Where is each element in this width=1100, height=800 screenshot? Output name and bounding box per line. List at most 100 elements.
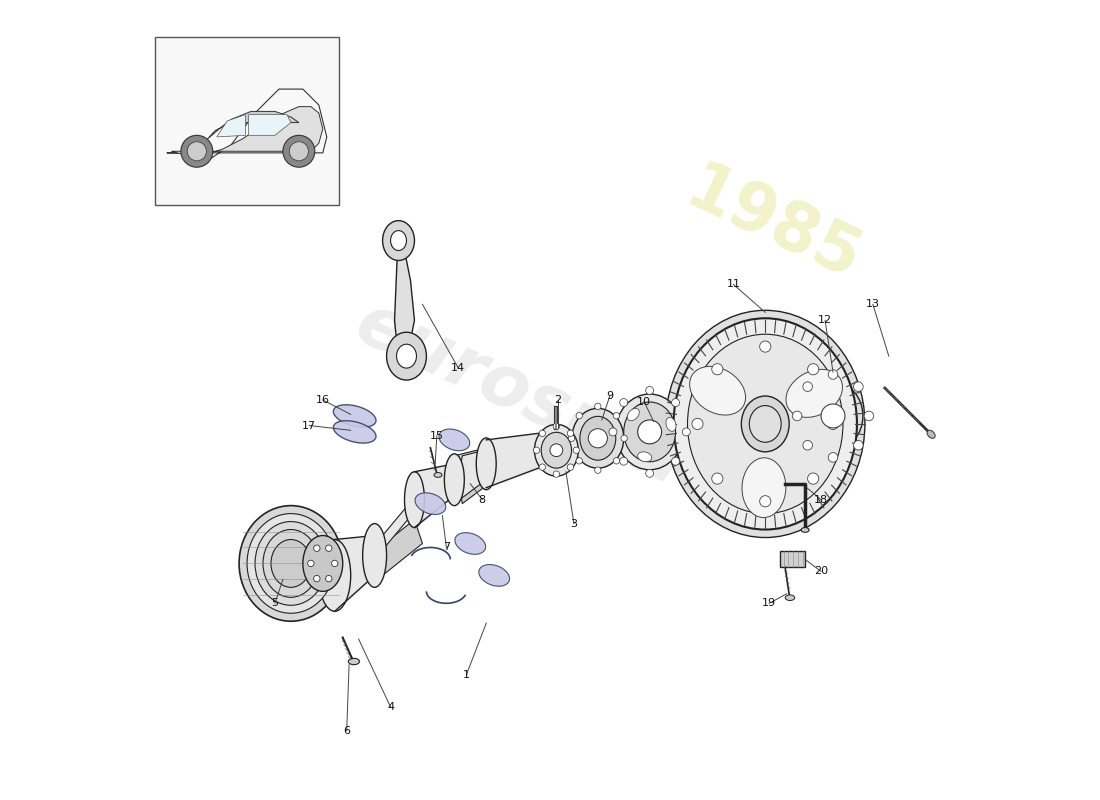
Circle shape — [854, 382, 864, 391]
Circle shape — [539, 464, 546, 470]
Circle shape — [326, 575, 332, 582]
Circle shape — [576, 458, 582, 464]
FancyBboxPatch shape — [155, 38, 339, 205]
Circle shape — [550, 444, 563, 457]
Ellipse shape — [415, 493, 446, 514]
Circle shape — [803, 441, 813, 450]
Ellipse shape — [541, 432, 572, 468]
Text: 11: 11 — [726, 279, 740, 290]
Ellipse shape — [405, 472, 425, 527]
Ellipse shape — [786, 370, 843, 418]
Circle shape — [595, 403, 601, 410]
Text: 10: 10 — [637, 397, 651, 406]
Polygon shape — [249, 114, 290, 135]
Ellipse shape — [666, 310, 865, 538]
Circle shape — [326, 545, 332, 551]
Circle shape — [807, 473, 818, 484]
Circle shape — [308, 560, 314, 566]
Circle shape — [638, 420, 661, 444]
Circle shape — [828, 370, 838, 379]
Ellipse shape — [248, 514, 334, 614]
Ellipse shape — [302, 535, 343, 591]
Circle shape — [760, 341, 771, 352]
Ellipse shape — [386, 332, 427, 380]
Circle shape — [792, 411, 802, 421]
Text: 16: 16 — [316, 395, 330, 405]
Text: 1985: 1985 — [675, 155, 871, 294]
Circle shape — [854, 441, 864, 450]
Circle shape — [613, 458, 619, 464]
Circle shape — [619, 398, 628, 406]
Circle shape — [682, 428, 691, 436]
Text: 6: 6 — [343, 726, 350, 736]
Polygon shape — [172, 106, 322, 154]
Circle shape — [803, 382, 813, 391]
Circle shape — [314, 575, 320, 582]
Circle shape — [283, 135, 315, 167]
Circle shape — [646, 386, 653, 394]
Polygon shape — [454, 448, 494, 504]
Ellipse shape — [624, 402, 675, 462]
Polygon shape — [207, 111, 299, 139]
Circle shape — [573, 447, 580, 454]
Ellipse shape — [319, 539, 351, 611]
Text: 4: 4 — [387, 702, 394, 712]
Circle shape — [595, 467, 601, 474]
Ellipse shape — [785, 595, 794, 601]
Ellipse shape — [349, 658, 360, 665]
Circle shape — [865, 411, 873, 421]
Text: 5: 5 — [272, 598, 278, 608]
Ellipse shape — [627, 408, 639, 421]
Circle shape — [827, 418, 838, 430]
Circle shape — [553, 423, 560, 430]
Ellipse shape — [333, 405, 376, 427]
Ellipse shape — [263, 530, 319, 598]
Ellipse shape — [688, 334, 843, 514]
Circle shape — [576, 413, 582, 419]
Text: 19: 19 — [762, 598, 777, 608]
Polygon shape — [217, 114, 245, 137]
Ellipse shape — [255, 522, 327, 606]
Ellipse shape — [271, 539, 311, 587]
Ellipse shape — [616, 394, 683, 470]
Text: eurospares: eurospares — [344, 288, 788, 544]
Ellipse shape — [363, 523, 386, 587]
Circle shape — [569, 435, 574, 442]
Ellipse shape — [444, 454, 464, 506]
Polygon shape — [780, 551, 805, 567]
Polygon shape — [454, 448, 494, 504]
Ellipse shape — [439, 429, 470, 450]
Text: 17: 17 — [302, 421, 317, 430]
Ellipse shape — [666, 418, 676, 431]
Circle shape — [588, 429, 607, 448]
Text: 8: 8 — [478, 494, 486, 505]
Circle shape — [331, 560, 338, 566]
Text: 7: 7 — [443, 542, 450, 553]
Circle shape — [621, 435, 627, 442]
Circle shape — [760, 496, 771, 507]
Ellipse shape — [690, 366, 746, 415]
Circle shape — [289, 142, 308, 161]
Circle shape — [692, 418, 703, 430]
Ellipse shape — [801, 527, 810, 532]
Circle shape — [180, 135, 212, 167]
Text: 15: 15 — [430, 431, 443, 441]
Ellipse shape — [673, 318, 857, 530]
Polygon shape — [395, 225, 415, 360]
Circle shape — [568, 430, 574, 437]
Polygon shape — [375, 519, 422, 575]
Ellipse shape — [572, 408, 624, 468]
Ellipse shape — [239, 506, 343, 622]
Circle shape — [828, 453, 838, 462]
Ellipse shape — [741, 396, 789, 452]
Text: 20: 20 — [814, 566, 828, 577]
Ellipse shape — [540, 430, 560, 474]
Text: 12: 12 — [818, 315, 832, 326]
Text: 14: 14 — [451, 363, 465, 373]
Text: 2: 2 — [554, 395, 561, 405]
Text: 9: 9 — [606, 391, 614, 401]
Circle shape — [821, 404, 845, 428]
Ellipse shape — [476, 438, 496, 490]
Text: 1: 1 — [463, 670, 470, 680]
Ellipse shape — [742, 458, 785, 518]
